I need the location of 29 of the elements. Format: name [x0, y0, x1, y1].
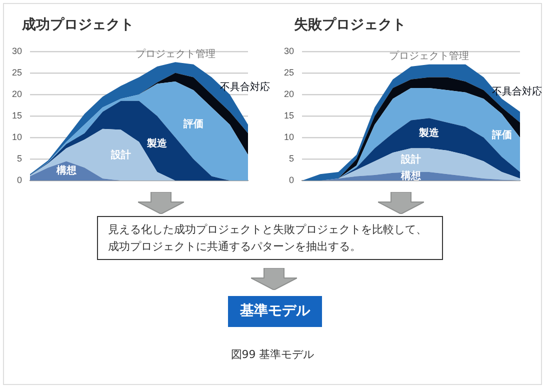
y-tick-label: 0: [288, 175, 294, 186]
y-tick-label: 30: [12, 46, 22, 56]
y-tick-label: 25: [12, 67, 22, 78]
chart-title: 失敗プロジェクト: [294, 16, 406, 34]
series-label: 評価: [182, 118, 204, 130]
text: 基準モデル: [228, 296, 322, 327]
y-tick-label: 5: [16, 154, 22, 164]
series-label: 構想: [55, 164, 78, 177]
y-tick-label: 15: [12, 110, 22, 120]
y-tick-label: 10: [284, 132, 294, 142]
series-label: 評価: [490, 128, 512, 141]
series-label: プロジェクト管理: [389, 50, 470, 62]
y-tick-label: 30: [284, 46, 294, 56]
text: 見える化した成功プロジェクトと失敗プロジェクトを比較して、成功プロジェクトに共通するパターンを抽出する。: [97, 216, 443, 260]
series-label: 製造: [418, 126, 440, 139]
y-tick-label: 20: [12, 88, 22, 99]
series-label: 設計: [400, 154, 422, 166]
series-label: 構想: [400, 170, 422, 182]
series-label: 製造: [146, 138, 168, 150]
y-tick-label: 0: [16, 175, 22, 186]
chart-title: 成功プロジェクト: [22, 16, 134, 34]
caption: 図99 基準モデル: [230, 347, 316, 362]
series-label: 設計: [110, 148, 131, 161]
y-tick-label: 25: [284, 67, 294, 78]
y-tick-label: 20: [284, 88, 294, 99]
y-tick-label: 10: [12, 132, 22, 142]
y-tick-label: 15: [284, 110, 294, 120]
series-label: プロジェクト管理: [135, 48, 216, 60]
y-tick-label: 5: [288, 154, 294, 164]
